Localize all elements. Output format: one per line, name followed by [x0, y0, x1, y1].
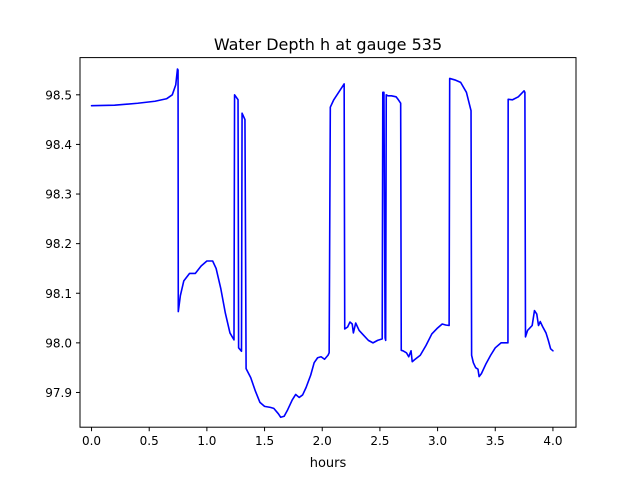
x-tick-label: 3.5: [486, 434, 505, 448]
x-tick-label: 1.5: [255, 434, 274, 448]
x-tick-label: 2.5: [370, 434, 389, 448]
x-tick-label: 3.0: [428, 434, 447, 448]
y-axis: 97.9 98.0 98.1 98.2 98.3 98.4 98.5: [45, 88, 80, 400]
y-tick-label: 98.1: [45, 287, 72, 301]
y-tick-label: 97.9: [45, 386, 72, 400]
x-tick-label: 1.0: [197, 434, 216, 448]
x-tick-label: 0.0: [82, 434, 101, 448]
chart-title: Water Depth h at gauge 535: [214, 35, 442, 54]
plot-area: [90, 68, 554, 419]
series-line-0: [90, 68, 554, 419]
x-tick-label: 4.0: [543, 434, 562, 448]
x-axis-label: hours: [310, 456, 347, 471]
x-tick-label: 2.0: [313, 434, 332, 448]
y-tick-label: 98.2: [45, 237, 72, 251]
y-tick-label: 98.0: [45, 336, 72, 350]
y-tick-label: 98.5: [45, 88, 72, 102]
y-tick-label: 98.3: [45, 188, 72, 202]
x-axis: 0.0 0.5 1.0 1.5 2.0 2.5 3.0 3.5 4.0: [82, 427, 562, 448]
x-tick-label: 0.5: [140, 434, 159, 448]
y-tick-label: 98.4: [45, 138, 72, 152]
plot-frame: [79, 57, 577, 428]
